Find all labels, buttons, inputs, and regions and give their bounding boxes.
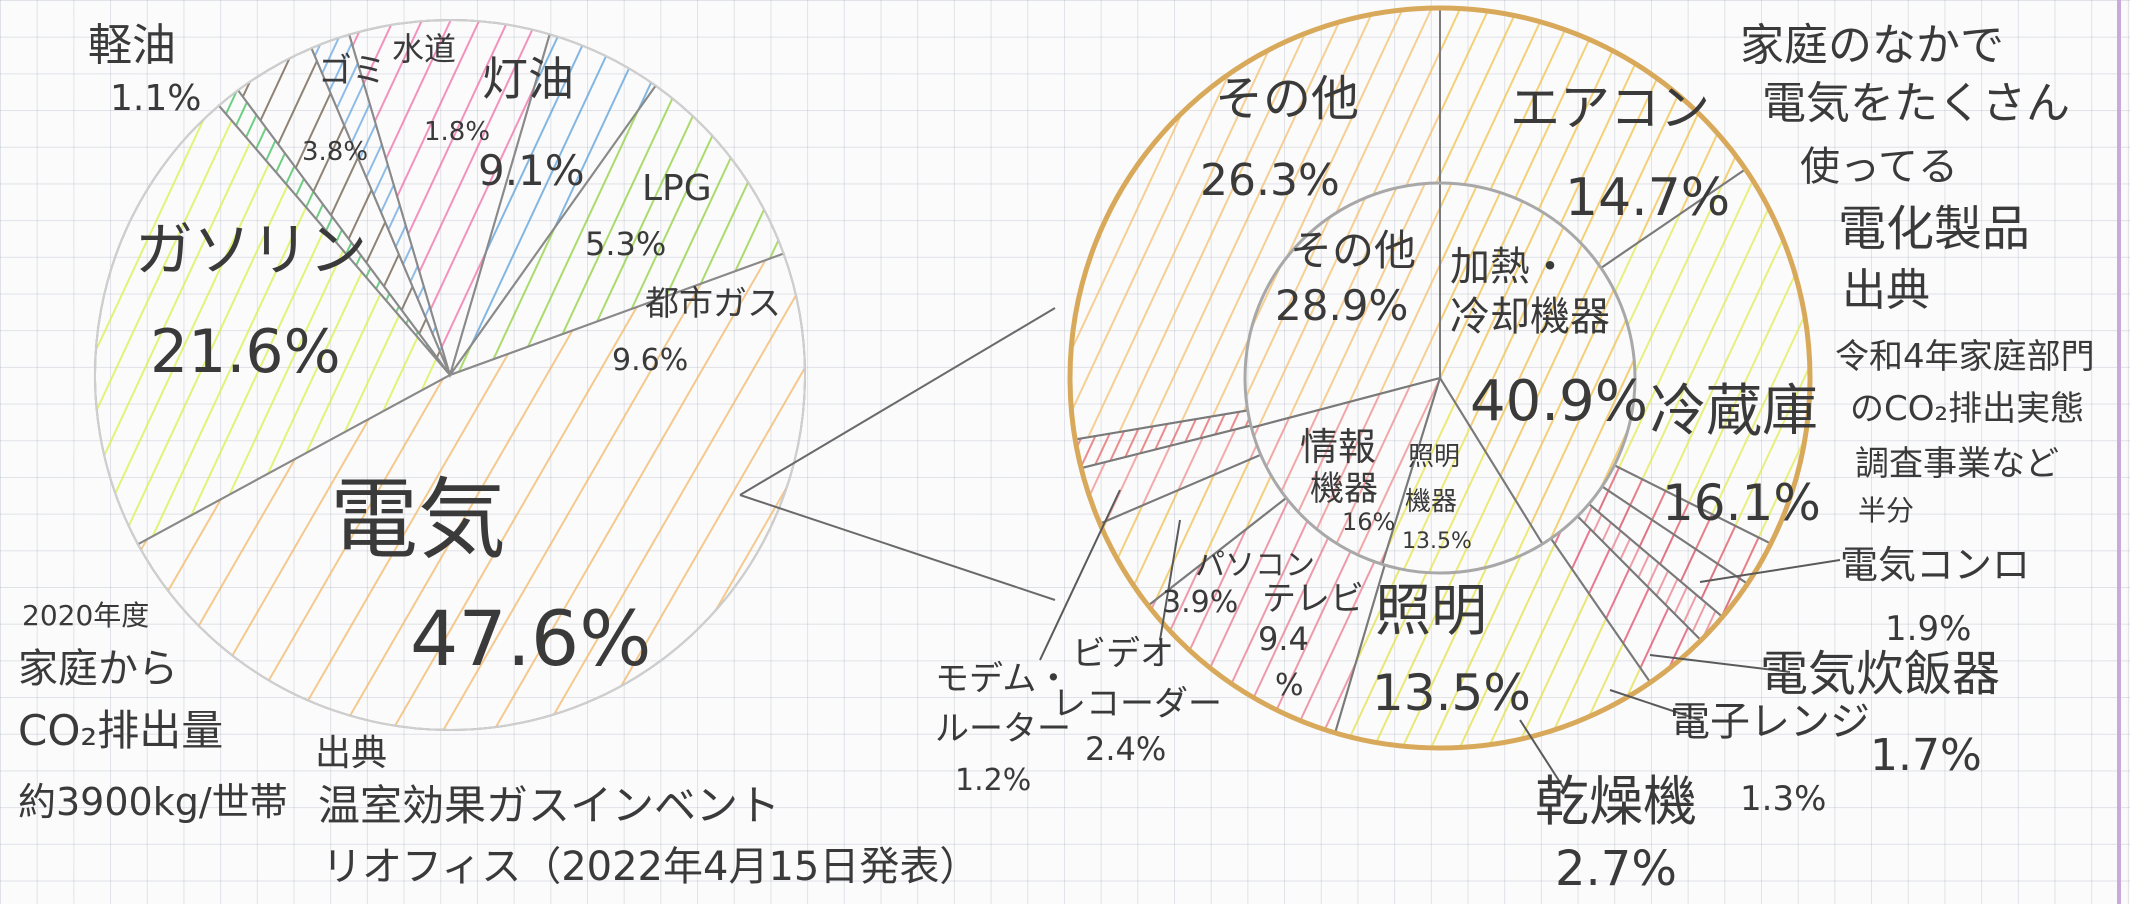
label-video-pct: 2.4%	[1085, 730, 1166, 768]
note-source-2: リオフィス（2022年4月15日発表）	[322, 844, 979, 890]
note-r3: 使ってる	[1800, 144, 1958, 190]
label-denki: 電気	[330, 468, 506, 571]
callout-lines	[739, 307, 1056, 601]
left-pie-labels: 軽油 1.1% ゴミ 3.8% 水道 1.8% 灯油 9.1% LPG 5.3%…	[88, 20, 781, 683]
label-video-1: ビデオ	[1072, 634, 1174, 674]
leader-line-0	[1699, 559, 1841, 583]
label-konro: 電気コンロ	[1840, 543, 2030, 587]
label-modem-1: モデム・	[935, 659, 1070, 699]
label-shomei-kiki-2: 機器	[1405, 487, 1457, 517]
label-suihan-pct: 1.7%	[1870, 730, 1982, 781]
pie-outline	[94, 19, 806, 731]
note-r6: 令和4年家庭部門	[1835, 337, 2095, 377]
leader-line-1	[1649, 654, 1791, 673]
label-gomi: ゴミ	[318, 51, 386, 91]
label-suihan: 電気炊飯器	[1760, 646, 2000, 702]
label-reizoko: 冷蔵庫	[1650, 379, 1818, 444]
electricity-use-donut	[1039, 5, 1841, 791]
label-aircon-pct: 14.7%	[1565, 168, 1730, 228]
note-year: 2020年度	[22, 599, 149, 632]
label-toshigas: 都市ガス	[645, 284, 781, 324]
note-source-1: 温室効果ガスインベント	[318, 781, 780, 830]
left-notes: 2020年度 家庭から CO₂排出量 約3900kg/世帯 出典 温室効果ガスイ…	[18, 599, 979, 890]
label-shomei-pct: 13.5%	[1372, 664, 1531, 722]
note-r4: 電化製品	[1838, 201, 2030, 257]
note-co2: CO₂排出量	[18, 706, 223, 755]
callout-line-upper	[739, 307, 1056, 496]
label-keiyu: 軽油	[88, 20, 176, 71]
label-inner-sonota: その他	[1290, 226, 1416, 275]
label-gasoline-pct: 21.6%	[150, 317, 341, 387]
label-suido: 水道	[392, 30, 456, 68]
label-joho-pct: 16%	[1342, 508, 1395, 536]
label-sonota-pct: 26.3%	[1200, 155, 1340, 206]
label-inner-sonota-pct: 28.9%	[1275, 281, 1408, 330]
label-denki-pct: 47.6%	[410, 594, 651, 683]
label-kanetsu-2: 冷却機器	[1450, 294, 1610, 340]
donut-outer-ring	[1067, 5, 1813, 751]
note-household: 家庭から	[18, 646, 178, 692]
label-aircon: エアコン	[1510, 79, 1710, 137]
donut-inner-ring	[1243, 181, 1637, 575]
label-toshigas-pct: 9.6%	[612, 343, 688, 378]
callout-line-lower	[739, 494, 1056, 601]
label-lpg-pct: 5.3%	[585, 225, 666, 263]
note-r1: 家庭のなかで	[1740, 20, 2004, 71]
label-pc-pct: 3.9%	[1162, 585, 1238, 620]
label-toyu-pct: 9.1%	[478, 146, 585, 195]
label-shomei: 照明	[1375, 579, 1487, 644]
page-margin-line	[2117, 0, 2121, 904]
label-modem-pct: 1.2%	[955, 763, 1031, 798]
label-kansoki: 乾燥機	[1535, 770, 1697, 833]
label-konro-pct: 1.9%	[1885, 609, 1971, 649]
label-toyu: 灯油	[482, 52, 574, 106]
label-renji-pct: 1.3%	[1740, 779, 1826, 819]
leader-line-4	[1159, 519, 1181, 641]
label-reizoko-pct: 16.1%	[1662, 474, 1821, 532]
label-modem-2: ルーター	[935, 709, 1071, 749]
label-sonota: その他	[1215, 71, 1359, 127]
label-keiyu-pct: 1.1%	[110, 78, 201, 119]
note-source-head: 出典	[315, 733, 387, 774]
label-pc: パソコン	[1195, 548, 1315, 583]
note-r2: 電気をたくさん	[1762, 78, 2070, 129]
note-amount: 約3900kg/世帯	[18, 780, 288, 824]
leader-line-2	[1609, 689, 1701, 721]
label-tv: テレビ	[1262, 579, 1364, 619]
label-renji: 電子レンジ	[1670, 699, 1870, 745]
label-lpg: LPG	[642, 168, 712, 209]
label-shomei-kiki-1: 照明	[1408, 442, 1460, 472]
label-video-2: レコーダー	[1052, 684, 1222, 724]
label-tv-pct: 9.4	[1258, 620, 1309, 658]
right-notes: 家庭のなかで 電気をたくさん 使ってる 電化製品 出典 令和4年家庭部門 のCO…	[1740, 20, 2095, 527]
household-co2-pie	[94, 19, 806, 731]
label-tv-pct-sign: %	[1275, 668, 1304, 703]
label-joho-2: 機器	[1310, 469, 1378, 509]
leader-line-5	[1039, 489, 1121, 661]
right-donut-labels: その他 26.3% エアコン 14.7% 冷蔵庫 16.1% その他 28.9%…	[935, 71, 2030, 897]
label-joho-1: 情報	[1300, 425, 1376, 469]
label-kanetsu-pct: 40.9%	[1470, 369, 1648, 434]
label-gomi-pct: 3.8%	[302, 137, 368, 167]
note-r7: のCO₂排出実態	[1850, 389, 2084, 429]
note-r5: 出典	[1842, 265, 1930, 316]
leader-line-3	[1519, 719, 1566, 791]
note-r8: 調査事業など	[1855, 444, 2059, 484]
label-kansoki-pct: 2.7%	[1555, 841, 1677, 897]
label-shomei-kiki-pct: 13.5%	[1402, 529, 1472, 554]
label-gasoline: ガソリン	[135, 216, 367, 284]
label-suido-pct: 1.8%	[424, 117, 490, 147]
note-r9: 半分	[1858, 494, 1914, 527]
label-kanetsu-1: 加熱・	[1450, 244, 1570, 290]
